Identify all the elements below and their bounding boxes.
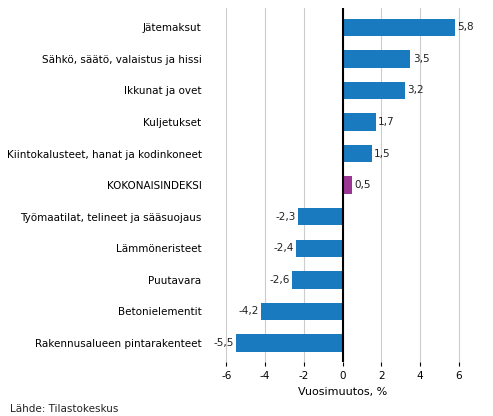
Bar <box>292 271 343 289</box>
Text: 1,5: 1,5 <box>374 149 390 158</box>
Bar <box>343 82 405 99</box>
Text: 3,2: 3,2 <box>407 85 423 95</box>
Bar <box>236 334 343 352</box>
Text: -2,3: -2,3 <box>276 212 296 222</box>
Bar <box>343 50 410 67</box>
Bar <box>343 19 455 36</box>
Bar <box>343 176 352 194</box>
Text: 3,5: 3,5 <box>413 54 429 64</box>
Bar <box>298 208 343 225</box>
Text: -5,5: -5,5 <box>213 338 234 348</box>
Text: -2,4: -2,4 <box>274 243 294 253</box>
Text: -2,6: -2,6 <box>270 275 290 285</box>
Bar <box>261 303 343 320</box>
Bar <box>343 113 376 131</box>
Text: 5,8: 5,8 <box>458 22 474 32</box>
Bar <box>296 240 343 257</box>
Bar <box>343 145 372 162</box>
Text: -4,2: -4,2 <box>239 307 259 317</box>
X-axis label: Vuosimuutos, %: Vuosimuutos, % <box>298 386 387 396</box>
Text: Lähde: Tilastokeskus: Lähde: Tilastokeskus <box>10 404 118 414</box>
Text: 0,5: 0,5 <box>354 180 371 190</box>
Text: 1,7: 1,7 <box>378 117 394 127</box>
